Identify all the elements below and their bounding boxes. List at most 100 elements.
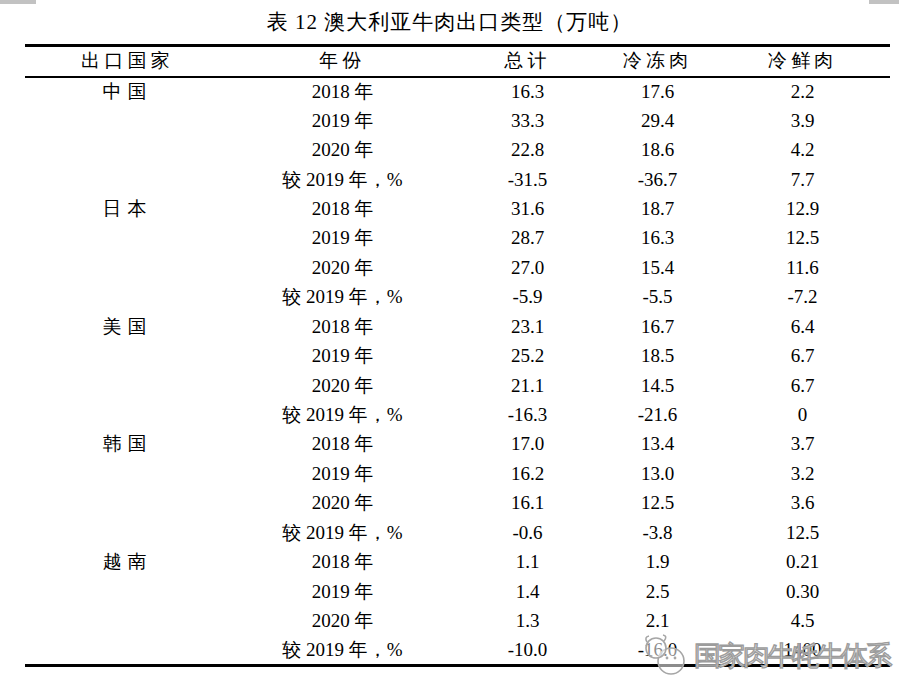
table-row: 2019 年 33.3 29.4 3.9 [25, 106, 890, 135]
table-row: 2020 年 16.1 12.5 3.6 [25, 489, 890, 518]
cell-year: 较 2019 年，% [230, 283, 455, 312]
cell-chilled: 4.2 [715, 135, 890, 164]
cell-total: 16.3 [455, 77, 600, 106]
cell-total: 16.2 [455, 459, 600, 488]
cell-frozen: 1.9 [600, 548, 715, 577]
cell-total: 16.1 [455, 489, 600, 518]
cell-chilled: 0.21 [715, 548, 890, 577]
cell-year: 较 2019 年，% [230, 400, 455, 429]
cell-frozen: 18.7 [600, 194, 715, 223]
cell-frozen: 2.1 [600, 606, 715, 635]
table-row: 2019 年 28.7 16.3 12.5 [25, 224, 890, 253]
table-title: 表 12 澳大利亚牛肉出口类型（万吨） [0, 8, 899, 36]
cell-frozen: 29.4 [600, 106, 715, 135]
cell-country [25, 636, 230, 665]
cell-country [25, 371, 230, 400]
header-total: 总计 [455, 46, 600, 77]
cell-frozen: 12.5 [600, 489, 715, 518]
table-row: 韩国 2018 年 17.0 13.4 3.7 [25, 430, 890, 459]
cell-chilled: -7.2 [715, 283, 890, 312]
table-row: 较 2019 年，% -5.9 -5.5 -7.2 [25, 283, 890, 312]
header-country: 出口国家 [25, 46, 230, 77]
cell-total: 25.2 [455, 341, 600, 370]
cell-total: 21.1 [455, 371, 600, 400]
cell-total: 27.0 [455, 253, 600, 282]
screenshot-artifact-right [869, 0, 899, 4]
cell-total: -16.3 [455, 400, 600, 429]
cell-year: 2020 年 [230, 135, 455, 164]
cell-frozen: -16.0 [600, 636, 715, 665]
beef-export-table: 出口国家 年份 总计 冷冻肉 冷鲜肉 中国 2018 年 16.3 17.6 2… [25, 44, 890, 667]
cell-chilled: 6.7 [715, 341, 890, 370]
cell-chilled: 1400 [715, 636, 890, 665]
cell-chilled: 4.5 [715, 606, 890, 635]
cell-total: 1.4 [455, 577, 600, 606]
cell-year: 2019 年 [230, 577, 455, 606]
cell-total: -5.9 [455, 283, 600, 312]
cell-chilled: 12.5 [715, 224, 890, 253]
table-row: 中国 2018 年 16.3 17.6 2.2 [25, 77, 890, 106]
cell-total: 22.8 [455, 135, 600, 164]
cell-total: -31.5 [455, 165, 600, 194]
cell-chilled: 6.7 [715, 371, 890, 400]
cell-year: 2018 年 [230, 194, 455, 223]
cell-chilled: 3.2 [715, 459, 890, 488]
cell-frozen: -5.5 [600, 283, 715, 312]
cell-frozen: 18.6 [600, 135, 715, 164]
cell-country [25, 253, 230, 282]
cell-total: 31.6 [455, 194, 600, 223]
cell-country: 日本 [25, 194, 230, 223]
cell-frozen: 15.4 [600, 253, 715, 282]
header-frozen: 冷冻肉 [600, 46, 715, 77]
table-row: 2020 年 27.0 15.4 11.6 [25, 253, 890, 282]
table-row: 较 2019 年，% -0.6 -3.8 12.5 [25, 518, 890, 547]
cell-chilled: 3.9 [715, 106, 890, 135]
cell-chilled: 12.9 [715, 194, 890, 223]
table-row: 较 2019 年，% -31.5 -36.7 7.7 [25, 165, 890, 194]
table-row: 美国 2018 年 23.1 16.7 6.4 [25, 312, 890, 341]
cell-chilled: 2.2 [715, 77, 890, 106]
table-row: 越南 2018 年 1.1 1.9 0.21 [25, 548, 890, 577]
cell-frozen: 17.6 [600, 77, 715, 106]
cell-year: 2018 年 [230, 548, 455, 577]
cell-frozen: 16.3 [600, 224, 715, 253]
cell-frozen: 13.4 [600, 430, 715, 459]
cell-year: 较 2019 年，% [230, 165, 455, 194]
cell-country [25, 224, 230, 253]
cell-country: 美国 [25, 312, 230, 341]
cell-country [25, 283, 230, 312]
cell-country [25, 165, 230, 194]
table-row: 2019 年 1.4 2.5 0.30 [25, 577, 890, 606]
cell-country [25, 135, 230, 164]
cell-country [25, 459, 230, 488]
cell-year: 2020 年 [230, 253, 455, 282]
cell-year: 2018 年 [230, 77, 455, 106]
cell-total: -0.6 [455, 518, 600, 547]
cell-country: 韩国 [25, 430, 230, 459]
cell-country [25, 489, 230, 518]
cell-frozen: 14.5 [600, 371, 715, 400]
cell-year: 2019 年 [230, 224, 455, 253]
cell-year: 2020 年 [230, 606, 455, 635]
header-year: 年份 [230, 46, 455, 77]
cell-year: 2018 年 [230, 312, 455, 341]
cell-year: 较 2019 年，% [230, 518, 455, 547]
cell-year: 2019 年 [230, 341, 455, 370]
cell-frozen: 2.5 [600, 577, 715, 606]
table-row: 2019 年 16.2 13.0 3.2 [25, 459, 890, 488]
cell-frozen: -3.8 [600, 518, 715, 547]
table-row: 2020 年 22.8 18.6 4.2 [25, 135, 890, 164]
cell-year: 2020 年 [230, 489, 455, 518]
cell-chilled: 7.7 [715, 165, 890, 194]
table-row: 2020 年 21.1 14.5 6.7 [25, 371, 890, 400]
cell-chilled: 3.6 [715, 489, 890, 518]
cell-chilled: 12.5 [715, 518, 890, 547]
cell-frozen: -36.7 [600, 165, 715, 194]
table-row: 日本 2018 年 31.6 18.7 12.9 [25, 194, 890, 223]
cell-chilled: 0.30 [715, 577, 890, 606]
cell-frozen: -21.6 [600, 400, 715, 429]
cell-country: 中国 [25, 77, 230, 106]
table-row: 2019 年 25.2 18.5 6.7 [25, 341, 890, 370]
cell-total: 28.7 [455, 224, 600, 253]
cell-chilled: 11.6 [715, 253, 890, 282]
